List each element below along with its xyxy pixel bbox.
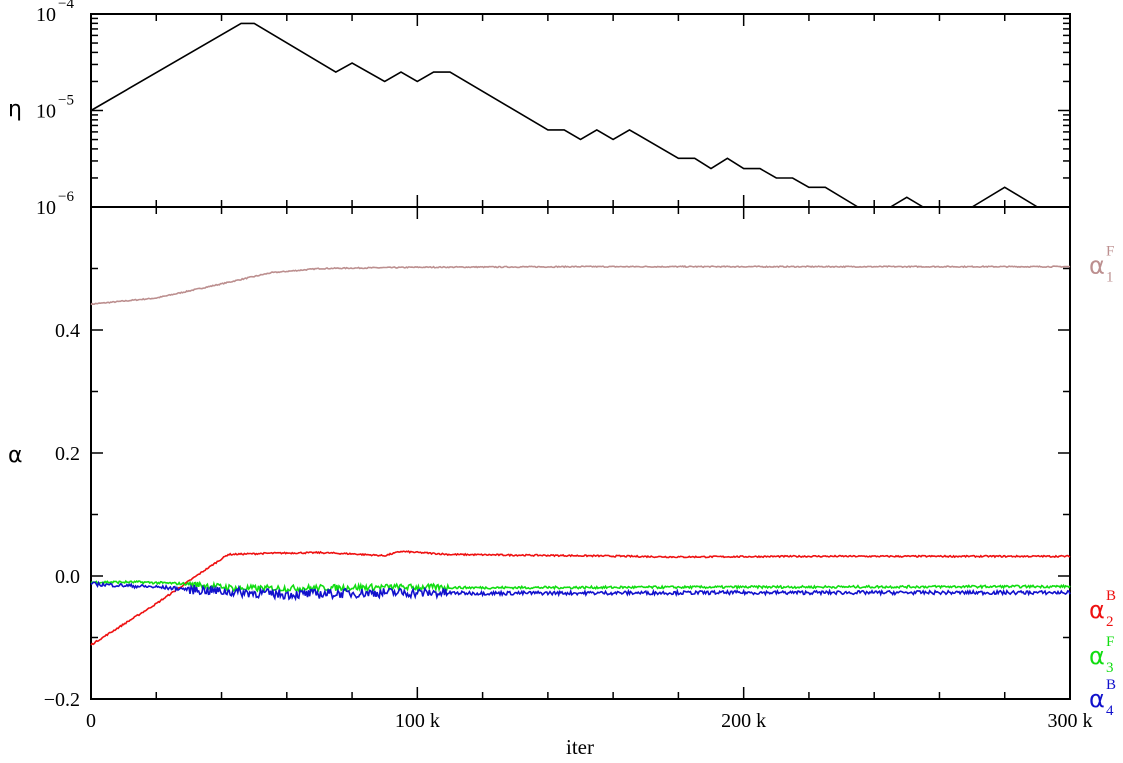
eta-series-line xyxy=(90,22,1070,208)
series-label: α xyxy=(1089,251,1105,279)
alpha-x-tick-label: 0 xyxy=(86,710,96,732)
series-label-superscript: B xyxy=(1106,588,1116,604)
eta-y-tick-label: 10 xyxy=(36,101,56,123)
alpha-series-line xyxy=(90,579,1071,594)
alpha-x-tick-label: 300 k xyxy=(1048,710,1093,732)
alpha-panel: −0.20.00.20.40 100 k 200 k 300 k α iter α F1… xyxy=(8,206,1116,759)
alpha-tick-marks xyxy=(90,206,1071,700)
series-label-superscript: F xyxy=(1106,634,1114,650)
alpha-y-tick-label: 0.0 xyxy=(55,566,80,588)
alpha-tick-labels: −0.2 0.0 0.2 0.4 0 100 k 200 k 300 k xyxy=(44,320,1093,732)
alpha-series-line xyxy=(90,265,1071,306)
alpha-y-tick-label: 0.2 xyxy=(55,443,80,465)
alpha-axis-label: α xyxy=(8,443,23,468)
eta-axis-label: η xyxy=(8,97,22,122)
alpha-y-tick-label: 0.4 xyxy=(55,320,80,342)
alpha-y-tick-label: −0.2 xyxy=(44,689,80,711)
x-axis-label: iter xyxy=(566,735,594,759)
eta-y-tick-exponent: −6 xyxy=(58,189,74,205)
series-label-superscript: F xyxy=(1106,243,1114,259)
eta-y-tick-exponent: −5 xyxy=(58,93,74,109)
alpha-series-line xyxy=(90,550,1071,646)
series-label: α xyxy=(1089,642,1105,670)
eta-tick-marks xyxy=(90,14,1071,208)
alpha-panel-frame xyxy=(90,206,1071,700)
eta-y-tick-label: 10 xyxy=(36,4,56,26)
eta-tick-labels: 10−610−510−4 xyxy=(36,0,74,219)
alpha-series-labels: α F1α B2α F3α B4 xyxy=(1089,243,1116,719)
eta-series-group xyxy=(90,22,1070,208)
alpha-x-tick-label: 200 k xyxy=(721,710,766,732)
series-label-superscript: B xyxy=(1106,677,1116,693)
series-label-subscript: 3 xyxy=(1106,660,1114,676)
alpha-series-line xyxy=(90,580,1071,602)
eta-panel-frame xyxy=(90,13,1071,208)
eta-y-tick-exponent: −4 xyxy=(58,0,74,12)
series-label: α xyxy=(1089,685,1105,713)
series-label-subscript: 4 xyxy=(1106,703,1114,719)
series-label: α xyxy=(1089,596,1105,624)
eta-panel: 10−610−510−4 η xyxy=(8,0,1071,219)
alpha-series-group xyxy=(90,265,1071,646)
series-label-subscript: 2 xyxy=(1106,614,1114,630)
series-label-subscript: 1 xyxy=(1106,269,1114,285)
eta-y-tick-label: 10 xyxy=(36,197,56,219)
alpha-x-tick-label: 100 k xyxy=(395,710,440,732)
